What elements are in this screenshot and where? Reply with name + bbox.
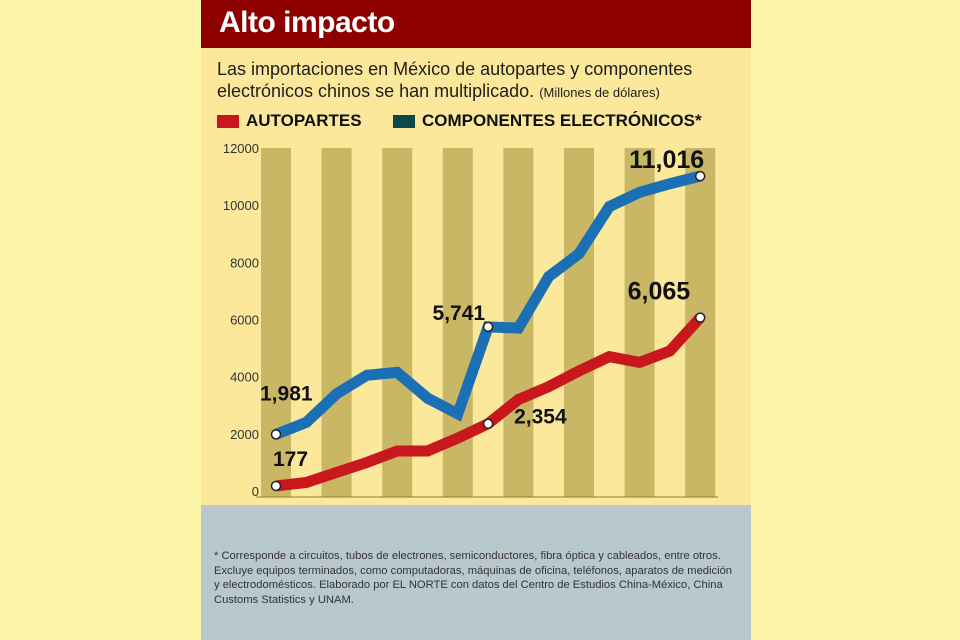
unit-label: (Millones de dólares) xyxy=(539,85,660,100)
column-stripe xyxy=(382,148,413,497)
title-bar: Alto impacto xyxy=(201,0,751,48)
notes-panel: * Corresponde a circuitos, tubos de elec… xyxy=(201,505,751,640)
legend-swatch-autopartes xyxy=(217,114,239,128)
y-tick-label: 0 xyxy=(252,484,259,499)
highlight-marker xyxy=(482,321,494,333)
data-label: 6,065 xyxy=(628,278,691,306)
column-stripe xyxy=(624,148,655,497)
legend-label-componentes: COMPONENTES ELECTRÓNICOS* xyxy=(422,111,702,130)
column-stripe xyxy=(261,148,291,497)
highlight-marker xyxy=(694,312,706,323)
column-stripe xyxy=(321,148,352,497)
legend-swatch-componentes xyxy=(393,114,415,128)
column-stripe xyxy=(564,148,594,497)
chart-title: Alto impacto xyxy=(219,6,395,39)
data-label: 1,981 xyxy=(260,382,313,405)
line-chart: 0200040006000800010000120000405060708091… xyxy=(223,141,719,534)
data-label: 11,016 xyxy=(629,146,704,174)
data-label: 2,354 xyxy=(514,406,567,429)
highlight-marker xyxy=(694,170,706,182)
highlight-marker xyxy=(482,418,494,429)
y-tick-label: 10000 xyxy=(223,198,259,213)
chart-subtitle: Las importaciones en México de autoparte… xyxy=(217,58,747,104)
data-label: 177 xyxy=(273,448,308,471)
y-tick-label: 8000 xyxy=(230,255,259,270)
highlight-marker xyxy=(270,429,282,440)
legend-item-autopartes: AUTOPARTES xyxy=(217,111,362,131)
legend-label-autopartes: AUTOPARTES xyxy=(246,111,362,130)
data-label: 5,741 xyxy=(433,302,486,325)
infographic-card: 0200040006000800010000120000405060708091… xyxy=(201,0,751,640)
legend-item-componentes: COMPONENTES ELECTRÓNICOS* xyxy=(393,111,702,131)
source-notes: * Corresponde a circuitos, tubos de elec… xyxy=(214,550,733,606)
legend: AUTOPARTES COMPONENTES ELECTRÓNICOS* xyxy=(217,111,747,135)
subtitle-text: Las importaciones en México de autoparte… xyxy=(217,59,693,101)
y-tick-label: 12000 xyxy=(223,141,259,156)
y-tick-label: 6000 xyxy=(230,313,259,328)
y-tick-label: 2000 xyxy=(230,427,259,442)
highlight-marker xyxy=(270,480,282,492)
y-tick-label: 4000 xyxy=(230,370,259,385)
